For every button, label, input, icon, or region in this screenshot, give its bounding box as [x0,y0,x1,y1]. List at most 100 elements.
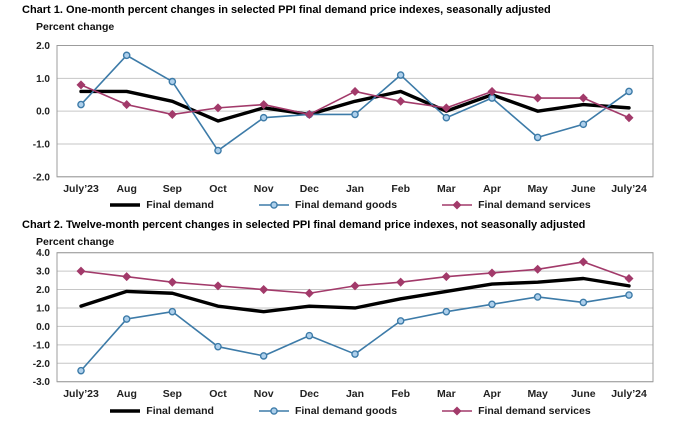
legend-label: Final demand services [478,199,591,211]
legend-label: Final demand services [478,405,591,417]
svg-text:Apr: Apr [483,183,501,195]
data-point-marker [533,93,543,103]
svg-text:Jan: Jan [346,388,364,400]
legend-label: Final demand [146,199,214,211]
data-point-marker [351,350,359,358]
series-markers-final-demand-services [76,257,634,298]
svg-text:2.0: 2.0 [36,285,50,296]
data-point-marker [259,285,269,295]
data-point-marker [624,273,634,284]
data-point-marker [168,77,177,86]
series-line-final-demand [79,276,631,314]
legend-line-sample-icon [258,407,289,415]
svg-text:Oct: Oct [209,388,227,400]
data-point-marker [167,109,177,119]
series-markers-final-demand-goods [77,291,633,375]
svg-text:Nov: Nov [254,388,274,400]
legend-item-final-demand: Final demand [109,405,214,417]
data-point-marker [533,133,542,142]
legend-line-sample-icon [110,409,141,413]
data-point-marker [487,86,497,96]
svg-text:Feb: Feb [391,183,410,195]
svg-text:Sep: Sep [163,388,182,400]
data-point-marker [304,109,314,119]
legend-item-final-demand: Final demand [109,199,214,211]
svg-text:1.0: 1.0 [36,303,50,314]
series-line-final-demand [79,89,631,123]
plot-border [56,252,654,383]
legend-item-final-demand-services: Final demand services [441,199,591,211]
svg-text:-1.0: -1.0 [33,139,51,150]
y-axis-labels: 2.0 1.0 0.0 -1.0 -2.0 [33,41,51,183]
svg-text:Aug: Aug [116,183,136,195]
data-point-marker [76,80,86,90]
data-point-marker [488,300,496,309]
legend-item-final-demand-goods: Final demand goods [258,199,397,211]
svg-text:July’23: July’23 [63,183,99,195]
data-point-marker [213,103,223,113]
data-point-marker [396,317,405,325]
data-point-marker [122,272,132,282]
data-point-marker [578,93,588,103]
x-axis-labels: July’23 Aug Sep Oct Nov Dec Jan Feb Mar Apr May Jun… [63,183,647,195]
svg-text:-1.0: -1.0 [33,340,51,351]
data-point-marker [624,113,634,123]
data-point-marker [122,51,131,60]
chart2-plot-area: 4.0 3.0 2.0 1.0 0.0 -1.0 -2.0 -3.0 July’23 Aug Sep… [33,248,654,400]
data-point-marker [533,264,543,274]
chart2-title: Chart 2. Twelve-month percent changes in… [22,219,586,231]
legend-line-sample-icon [258,201,289,209]
data-point-marker [259,352,268,360]
chart2-percent-change-caption: Percent change [36,236,115,248]
legend-item-final-demand-goods: Final demand goods [258,405,397,417]
data-point-marker [351,110,359,119]
data-point-marker [578,257,588,267]
svg-text:Mar: Mar [437,388,456,400]
svg-text:June: June [571,388,596,400]
svg-text:0.0: 0.0 [36,107,50,118]
data-point-marker [396,277,406,287]
svg-text:Dec: Dec [300,388,319,400]
data-point-marker [579,120,588,129]
svg-text:1.0: 1.0 [36,74,50,85]
data-point-marker [167,277,177,287]
data-point-marker [77,366,85,375]
data-point-marker [168,307,177,316]
svg-text:Apr: Apr [483,388,501,400]
data-point-marker [259,113,268,122]
svg-text:Sep: Sep [163,183,182,195]
chart1-percent-change-caption: Percent change [36,21,115,33]
data-point-marker [305,331,314,340]
data-point-marker [396,96,406,106]
svg-text:Feb: Feb [391,388,410,400]
data-point-marker [625,87,633,96]
data-point-marker [77,100,85,109]
svg-text:0.0: 0.0 [36,322,50,333]
data-point-marker [487,268,497,278]
data-point-marker [214,342,222,351]
legend-item-final-demand-services: Final demand services [441,405,591,417]
data-point-marker [442,307,451,316]
data-point-marker [396,71,405,79]
legend-label: Final demand goods [294,199,398,211]
x-axis-labels: July’23 Aug Sep Oct Nov Dec Jan Feb Mar Apr May Jun… [63,388,647,400]
svg-text:Aug: Aug [116,388,136,400]
svg-text:July’24: July’24 [611,183,647,195]
chart2-legend: Final demand Final demand goods Final dema… [0,405,700,417]
chart1-legend: Final demand Final demand goods Final dema… [0,199,700,211]
data-point-marker [304,288,314,298]
data-point-marker [441,272,451,282]
legend-label: Final demand goods [294,405,398,417]
data-point-marker [441,103,451,113]
data-point-marker [213,281,223,291]
svg-text:4.0: 4.0 [36,248,50,259]
svg-text:Dec: Dec [300,183,319,195]
data-point-marker [350,86,360,96]
data-point-marker [533,293,542,301]
svg-text:Jan: Jan [346,183,364,195]
legend-line-sample-icon [442,200,473,210]
svg-text:June: June [571,183,596,195]
svg-text:May: May [527,388,548,400]
plot-border [56,45,654,178]
data-point-marker [259,100,269,110]
